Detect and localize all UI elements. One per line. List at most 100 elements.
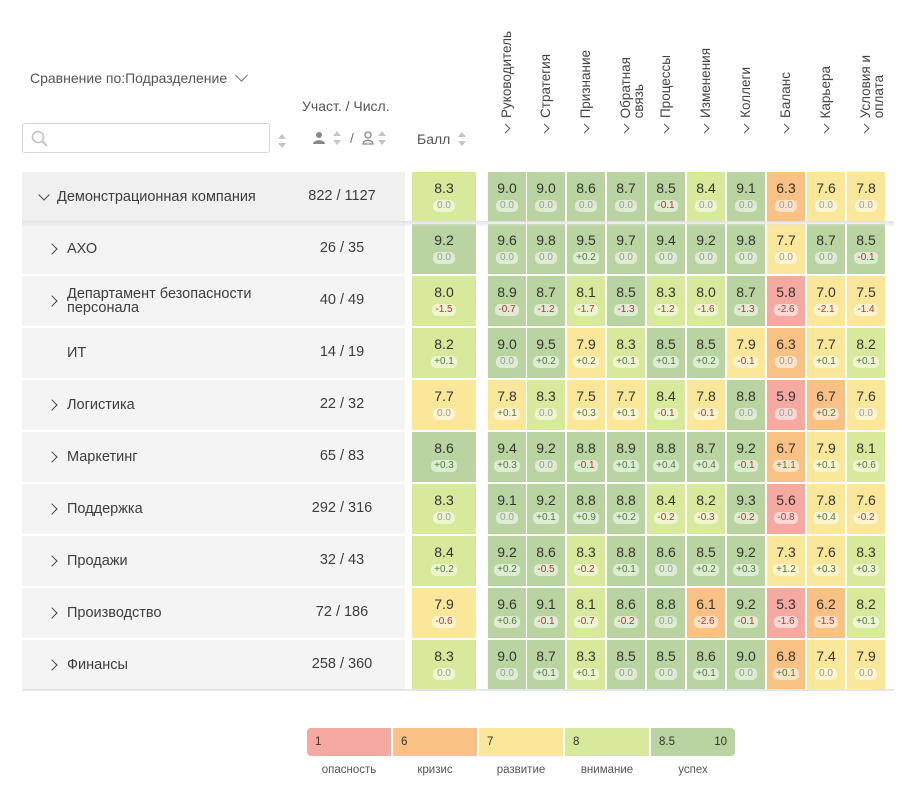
category-header[interactable]: Процессы [658, 8, 685, 134]
expand-icon[interactable] [46, 399, 58, 411]
category-cell[interactable]: 8.1 +0.6 [847, 432, 885, 482]
headcount-icon[interactable] [362, 131, 374, 145]
category-cell[interactable]: 8.6 -0.2 [607, 588, 645, 638]
category-cell[interactable]: 8.8 0.0 [647, 588, 685, 638]
category-cell[interactable]: 6.7 +1.1 [767, 432, 805, 482]
category-header[interactable]: Обратная связь [618, 8, 646, 134]
category-cell[interactable]: 9.0 0.0 [488, 172, 526, 222]
category-cell[interactable]: 8.8 +0.2 [607, 484, 645, 534]
category-cell[interactable]: 8.6 0.0 [647, 536, 685, 586]
category-cell[interactable]: 9.0 0.0 [727, 640, 765, 690]
category-header[interactable]: Условия и оплата [858, 8, 886, 134]
category-cell[interactable]: 9.4 +0.3 [488, 432, 526, 482]
score-cell[interactable]: 8.3 0.0 [412, 640, 476, 690]
category-cell[interactable]: 7.5 -1.4 [847, 276, 885, 326]
category-cell[interactable]: 6.3 0.0 [767, 328, 805, 378]
category-cell[interactable]: 9.2 +0.2 [488, 536, 526, 586]
category-cell[interactable]: 9.0 0.0 [527, 172, 565, 222]
category-cell[interactable]: 8.2 +0.1 [847, 588, 885, 638]
category-cell[interactable]: 7.8 -0.1 [687, 380, 725, 430]
category-header[interactable]: Стратегия [538, 8, 565, 134]
category-cell[interactable]: 6.8 +0.1 [767, 640, 805, 690]
category-cell[interactable]: 9.2 0.0 [687, 224, 725, 274]
category-cell[interactable]: 8.7 0.0 [807, 224, 845, 274]
category-cell[interactable]: 8.5 +0.1 [647, 328, 685, 378]
table-row[interactable]: Маркетинг 65 / 83 [22, 432, 405, 482]
category-cell[interactable]: 8.4 -0.2 [647, 484, 685, 534]
category-cell[interactable]: 8.7 -1.2 [527, 276, 565, 326]
category-cell[interactable]: 8.3 +0.1 [567, 640, 605, 690]
category-cell[interactable]: 7.9 +0.1 [807, 432, 845, 482]
collapse-icon[interactable] [38, 189, 50, 201]
category-cell[interactable]: 9.2 -0.1 [727, 588, 765, 638]
category-cell[interactable]: 8.8 +0.1 [607, 536, 645, 586]
table-row[interactable]: Логистика 22 / 32 [22, 380, 405, 430]
category-cell[interactable]: 7.4 0.0 [807, 640, 845, 690]
category-cell[interactable]: 8.5 0.0 [607, 640, 645, 690]
category-cell[interactable]: 7.9 -0.1 [727, 328, 765, 378]
score-cell[interactable]: 8.0 -1.5 [412, 276, 476, 326]
score-cell[interactable]: 8.6 +0.3 [412, 432, 476, 482]
category-cell[interactable]: 6.2 -1.5 [807, 588, 845, 638]
category-cell[interactable]: 8.3 +0.1 [607, 328, 645, 378]
category-cell[interactable]: 8.8 +0.9 [567, 484, 605, 534]
search-input[interactable] [57, 130, 261, 147]
category-cell[interactable]: 7.3 +1.2 [767, 536, 805, 586]
category-cell[interactable]: 9.6 +0.6 [488, 588, 526, 638]
table-row[interactable]: Поддержка 292 / 316 [22, 484, 405, 534]
category-header[interactable]: Признание [578, 8, 605, 134]
category-cell[interactable]: 8.3 +0.3 [847, 536, 885, 586]
expand-icon[interactable] [46, 451, 58, 463]
category-cell[interactable]: 7.7 +0.1 [807, 328, 845, 378]
category-header[interactable]: Коллеги [738, 8, 765, 134]
table-row[interactable]: Производство 72 / 186 [22, 588, 405, 638]
category-cell[interactable]: 8.5 -0.1 [847, 224, 885, 274]
category-cell[interactable]: 6.7 +0.2 [807, 380, 845, 430]
category-header[interactable]: Баланс [778, 8, 805, 134]
category-header[interactable]: Изменения [698, 8, 725, 134]
category-cell[interactable]: 9.2 +0.1 [527, 484, 565, 534]
table-row[interactable]: АХО 26 / 35 [22, 224, 405, 274]
sort-participants-icon[interactable] [333, 131, 342, 145]
category-cell[interactable]: 9.5 +0.2 [567, 224, 605, 274]
category-cell[interactable]: 8.0 -1.6 [687, 276, 725, 326]
category-cell[interactable]: 6.3 0.0 [767, 172, 805, 222]
table-row[interactable]: Демонстрационная компания 822 / 1127 [22, 172, 405, 222]
category-cell[interactable]: 8.2 +0.1 [847, 328, 885, 378]
expand-icon[interactable] [46, 607, 58, 619]
category-cell[interactable]: 8.5 -1.3 [607, 276, 645, 326]
score-header[interactable]: Балл [417, 131, 467, 147]
category-cell[interactable]: 9.0 0.0 [488, 640, 526, 690]
category-cell[interactable]: 9.7 0.0 [607, 224, 645, 274]
category-cell[interactable]: 8.3 -1.2 [647, 276, 685, 326]
sort-name-icon[interactable] [278, 133, 287, 148]
category-cell[interactable]: 7.7 +0.1 [607, 380, 645, 430]
category-cell[interactable]: 8.7 -1.3 [727, 276, 765, 326]
category-cell[interactable]: 9.1 0.0 [488, 484, 526, 534]
category-cell[interactable]: 9.1 0.0 [727, 172, 765, 222]
table-row[interactable]: ИТ 14 / 19 [22, 328, 405, 378]
table-row[interactable]: Продажи 32 / 43 [22, 536, 405, 586]
category-cell[interactable]: 8.8 -0.1 [567, 432, 605, 482]
category-cell[interactable]: 5.3 -1.6 [767, 588, 805, 638]
category-header[interactable]: Карьера [818, 8, 845, 134]
category-cell[interactable]: 5.6 -0.8 [767, 484, 805, 534]
score-cell[interactable]: 8.4 +0.2 [412, 536, 476, 586]
category-cell[interactable]: 9.1 -0.1 [527, 588, 565, 638]
category-cell[interactable]: 9.5 +0.2 [527, 328, 565, 378]
category-cell[interactable]: 8.3 -0.2 [567, 536, 605, 586]
table-row[interactable]: Финансы 258 / 360 [22, 640, 405, 690]
score-cell[interactable]: 8.2 +0.1 [412, 328, 476, 378]
category-cell[interactable]: 8.9 -0.7 [488, 276, 526, 326]
category-cell[interactable]: 8.5 0.0 [647, 640, 685, 690]
expand-icon[interactable] [46, 659, 58, 671]
score-cell[interactable]: 8.3 0.0 [412, 172, 476, 222]
category-cell[interactable]: 8.2 -0.3 [687, 484, 725, 534]
category-cell[interactable]: 9.2 0.0 [527, 432, 565, 482]
category-cell[interactable]: 9.8 0.0 [727, 224, 765, 274]
score-cell[interactable]: 7.7 0.0 [412, 380, 476, 430]
category-cell[interactable]: 7.6 +0.3 [807, 536, 845, 586]
category-cell[interactable]: 7.6 -0.2 [847, 484, 885, 534]
category-cell[interactable]: 9.0 0.0 [488, 328, 526, 378]
participants-icon[interactable] [313, 131, 329, 145]
